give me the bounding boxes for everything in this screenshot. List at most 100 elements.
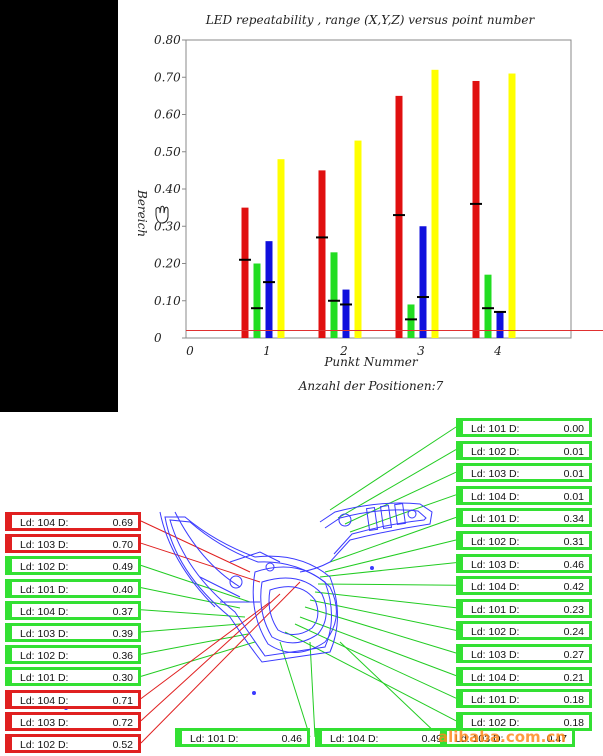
callout-label: Ld: 101 D: [471, 694, 520, 707]
bar [395, 95, 403, 338]
bar [431, 69, 439, 339]
callout-left: Ld: 102 D: 0.52 [5, 734, 141, 753]
y-tick-label: 0 [154, 331, 162, 345]
callout-right: Ld: 104 D: 0.21 [456, 666, 592, 686]
leader-line [140, 581, 301, 744]
y-tick-label: 0.10 [154, 294, 181, 308]
leader-lines [140, 426, 457, 744]
bar [265, 241, 273, 338]
callout-bottom: Ld: 101 D: 0.46 [175, 728, 310, 747]
callout-value: 0.37 [112, 605, 133, 618]
callout-label: Ld: 103 D: [20, 539, 69, 552]
bar [253, 263, 261, 338]
callout-label: Ld: 101 D: [471, 513, 520, 526]
bars-group [186, 69, 603, 339]
bar [277, 159, 285, 338]
bar [330, 252, 338, 338]
bar [484, 274, 492, 338]
bar [318, 170, 326, 338]
leader-line [329, 516, 457, 563]
callout-value: 0.21 [563, 671, 584, 684]
callout-value: 0.49 [421, 733, 442, 745]
x-tick-label: 2 [339, 344, 348, 358]
callout-value: 0.47 [546, 733, 567, 745]
leader-line [140, 564, 251, 603]
measurement-diagram: Ld: 101 D: 0.00 Ld: 102 D: 0.01 Ld: 103 D: 0.… [0, 412, 603, 756]
callout-left: Ld: 102 D: 0.49 [5, 556, 141, 576]
leader-line [329, 426, 457, 511]
callout-right: Ld: 101 D: 0.18 [456, 689, 592, 709]
callout-value: 0.69 [112, 517, 133, 529]
x-tick-label: 0 [186, 344, 194, 358]
callout-label: Ld: 102 D: [20, 561, 69, 574]
callout-value: 0.70 [112, 539, 133, 552]
y-tick-label: 0.40 [154, 182, 181, 196]
positions-count-note: Anzahl der Positionen:7 [298, 379, 444, 393]
leader-line [140, 609, 246, 618]
bar [241, 207, 249, 338]
callout-bottom: Ld: 103 D: 0.47 [440, 728, 575, 747]
callout-value: 0.34 [563, 513, 584, 526]
callout-label: Ld: 101 D: [20, 583, 69, 596]
leader-line [344, 471, 457, 525]
leader-line [339, 641, 441, 738]
callout-right: Ld: 103 D: 0.01 [456, 463, 592, 483]
callout-bottom: Ld: 104 D: 0.49 [315, 728, 450, 747]
bar [407, 304, 415, 338]
x-axis-label: Punkt Nummer [323, 355, 419, 369]
bar [342, 289, 350, 338]
headlamp-wireframe [159, 502, 433, 663]
callout-label: Ld: 104 D: [20, 517, 69, 529]
leader-line [140, 641, 256, 677]
callout-value: 0.46 [281, 733, 302, 745]
x-tick-label: 1 [263, 344, 271, 358]
callout-value: 0.18 [563, 716, 584, 729]
leader-line [349, 494, 457, 533]
callout-label: Ld: 104 D: [330, 733, 379, 745]
callout-right: Ld: 102 D: 0.24 [456, 621, 592, 641]
callout-value: 0.49 [112, 561, 133, 574]
leader-line [140, 520, 251, 573]
callout-right: Ld: 102 D: 0.01 [456, 440, 592, 460]
callout-left: Ld: 103 D: 0.39 [5, 623, 141, 642]
callout-label: Ld: 103 D: [455, 733, 504, 745]
callout-value: 0.36 [112, 650, 133, 663]
callout-value: 0.46 [563, 558, 584, 571]
callout-label: Ld: 102 D: [20, 650, 69, 663]
leader-line [317, 583, 457, 586]
callout-label: Ld: 103 D: [20, 716, 69, 729]
callout-value: 0.72 [112, 716, 133, 729]
bar [508, 73, 516, 339]
leader-line [140, 593, 281, 722]
leader-line [140, 587, 241, 609]
callout-left: Ld: 102 D: 0.36 [5, 645, 141, 665]
callout-right: Ld: 101 D: 0.34 [456, 508, 592, 528]
marker-dot [252, 691, 256, 695]
callout-value: 0.71 [112, 694, 133, 707]
callout-label: Ld: 103 D: [20, 628, 69, 640]
callout-value: 0.23 [563, 603, 584, 616]
callout-label: Ld: 101 D: [471, 423, 520, 435]
callout-label: Ld: 102 D: [471, 445, 520, 458]
callout-right: Ld: 102 D: 0.31 [456, 531, 592, 550]
bar [472, 80, 480, 338]
callout-value: 0.18 [563, 694, 584, 707]
callout-label: Ld: 104 D: [471, 671, 520, 684]
callout-value: 0.01 [563, 468, 584, 481]
callout-label: Ld: 104 D: [20, 694, 69, 707]
y-axis-label: Bereich [135, 189, 149, 237]
callout-value: 0.27 [563, 649, 584, 661]
callout-label: Ld: 101 D: [190, 733, 239, 745]
callout-label: Ld: 104 D: [471, 581, 520, 594]
leader-line [294, 623, 457, 699]
callout-label: Ld: 102 D: [471, 536, 520, 548]
callout-label: Ld: 103 D: [471, 558, 520, 571]
x-tick-label: 4 [493, 344, 502, 358]
leader-line [140, 633, 249, 655]
callout-value: 0.01 [563, 445, 584, 458]
callout-label: Ld: 102 D: [471, 716, 520, 729]
callout-left: Ld: 104 D: 0.71 [5, 689, 141, 709]
y-tick-label: 0.60 [154, 108, 181, 122]
bar [419, 226, 427, 338]
y-axis-ticks: 00.100.200.300.400.500.600.700.80 [154, 33, 186, 345]
